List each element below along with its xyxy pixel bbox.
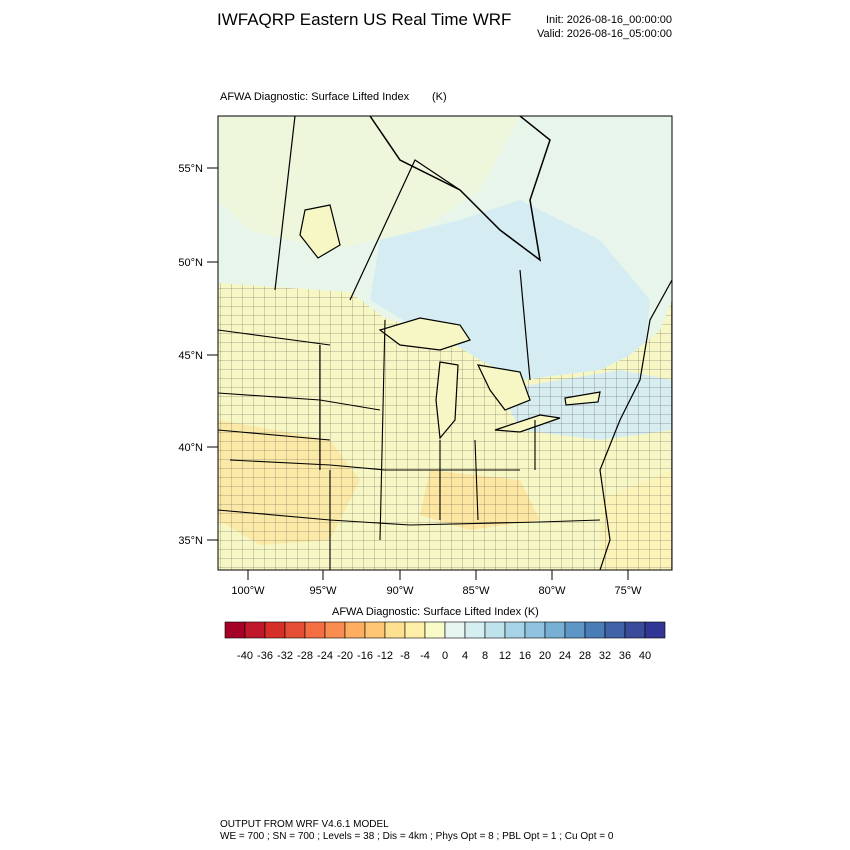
colorbar-swatch [504,621,526,639]
colorbar-swatch [404,621,426,639]
colorbar-label: -16 [357,650,373,662]
colorbar-label: -36 [257,650,273,662]
colorbar-label: 8 [482,650,488,662]
colorbar-swatch [544,621,566,639]
colorbar-swatch [464,621,486,639]
colorbar-label: 32 [599,650,611,662]
lon-label: 80°W [538,585,566,597]
colorbar-label: 28 [579,650,591,662]
colorbar-swatch [344,621,366,639]
state-lines [218,319,601,570]
colorbar-swatch [384,621,406,639]
colorbar-swatch [264,621,286,639]
colorbar-label: 24 [559,650,571,662]
colorbar-label: -40 [237,650,253,662]
land-shade [218,116,520,250]
colorbar-label: -32 [277,650,293,662]
lake-huron [476,364,531,411]
colorbar-swatch [284,621,306,639]
colorbar-swatch [324,621,346,639]
colorbar-swatch [444,621,466,639]
colorbar-title: AFWA Diagnostic: Surface Lifted Index (K… [332,606,539,618]
colorbar-label: -4 [420,650,430,662]
lake-erie [494,414,561,433]
lon-label: 75°W [614,585,642,597]
colorbar-label: 40 [639,650,651,662]
colorbar-swatch [604,621,626,639]
lake-winnipeg [299,204,341,259]
lon-label: 90°W [386,585,414,597]
lon-label: 100°W [231,585,265,597]
map [218,116,672,570]
colorbar-swatch [224,621,246,639]
title: IWFAQRP Eastern US Real Time WRF [217,10,511,29]
colorbar-label: -12 [377,650,393,662]
colorbar-swatch [484,621,506,639]
lon-label: 95°W [309,585,337,597]
colorbar-swatch [424,621,446,639]
map-units: (K) [432,91,447,103]
coast [369,116,551,262]
lon-label: 85°W [462,585,490,597]
colorbar-label: 4 [462,650,468,662]
valid-time: Valid: 2026-08-16_05:00:00 [537,28,672,40]
colorbar-label: -20 [337,650,353,662]
colorbar-label: 16 [519,650,531,662]
colorbar-swatch [304,621,326,639]
colorbar-label: -8 [400,650,410,662]
colorbar-label: 36 [619,650,631,662]
lat-label: 55°N [178,163,203,175]
colorbar-swatch [524,621,546,639]
colorbar-label: 0 [442,650,448,662]
colorbar-label: 12 [499,650,511,662]
footer-line1: OUTPUT FROM WRF V4.6.1 MODEL [220,819,389,830]
colorbar-label: -24 [317,650,333,662]
footer-line2: WE = 700 ; SN = 700 ; Levels = 38 ; Dis … [220,831,614,842]
lat-label: 50°N [178,257,203,269]
lake-michigan [435,361,459,440]
colorbar-label: -28 [297,650,313,662]
colorbar-label: 20 [539,650,551,662]
lat-label: 45°N [178,350,203,362]
colorbar-swatch [564,621,586,639]
colorbar-swatch [644,621,666,639]
lat-label: 40°N [178,442,203,454]
map-field: AFWA Diagnostic: Surface Lifted Index [220,91,410,103]
map-frame [217,115,673,571]
cool-area [370,200,650,420]
lat-label: 35°N [178,535,203,547]
colorbar-swatch [624,621,646,639]
colorbar-swatch [364,621,386,639]
colorbar-swatch [244,621,266,639]
lake-superior [378,317,471,351]
init-time: Init: 2026-08-16_00:00:00 [546,14,672,26]
borders [274,116,672,570]
lake-ontario [564,391,601,406]
colorbar-swatch [584,621,606,639]
